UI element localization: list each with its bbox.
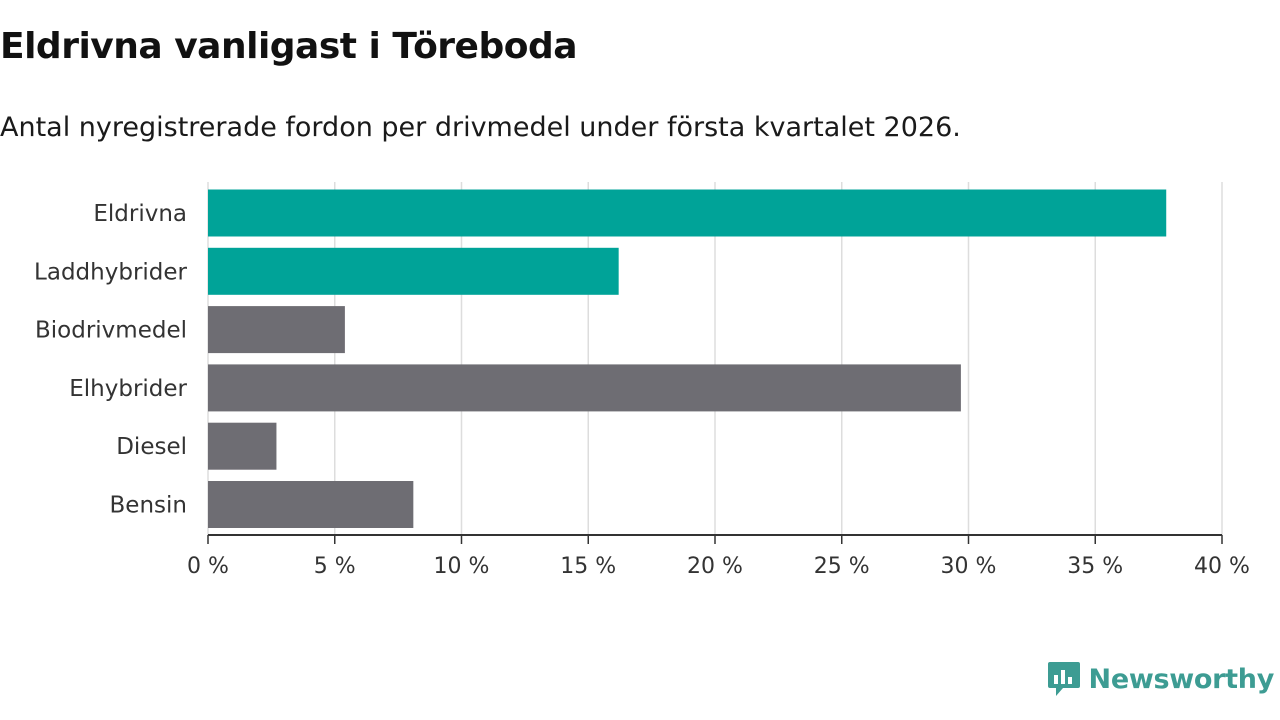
x-tick-label: 25 % xyxy=(814,554,870,579)
chart-title: Eldrivna vanligast i Töreboda xyxy=(0,26,578,67)
grid-layer xyxy=(207,182,1223,535)
bar-chart-speech-bubble-icon xyxy=(1047,662,1080,696)
axis-layer: 0 % 5 % 10 % 15 % 20 % 25 % 30 % 35 % 40 % Eldriv… xyxy=(34,201,1250,579)
x-tick-label: 30 % xyxy=(941,554,997,579)
x-tick-label: 0 % xyxy=(187,554,229,579)
category-label: Diesel xyxy=(116,434,187,460)
x-tick-label: 40 % xyxy=(1194,554,1250,579)
newsworthy-logo: Newsworthy xyxy=(1047,660,1274,698)
x-tick-label: 10 % xyxy=(434,554,490,579)
category-label: Eldrivna xyxy=(93,201,187,227)
bar-eldrivna xyxy=(208,189,1167,237)
bar-biodrivmedel xyxy=(208,306,345,354)
bar-chart: 0 % 5 % 10 % 15 % 20 % 25 % 30 % 35 % 40 % Eldriv… xyxy=(34,182,1250,579)
bar-laddhybrider xyxy=(208,247,619,295)
bar-diesel xyxy=(208,422,277,470)
bar-layer xyxy=(208,189,1167,528)
bar-bensin xyxy=(208,481,414,528)
brand-name: Newsworthy xyxy=(1088,663,1275,695)
x-tick-label: 5 % xyxy=(314,554,356,579)
bar-elhybrider xyxy=(208,364,961,412)
chart-subtitle: Antal nyregistrerade fordon per drivmede… xyxy=(0,112,961,143)
category-label: Bensin xyxy=(110,493,187,519)
category-label: Biodrivmedel xyxy=(35,318,187,344)
x-tick-label: 35 % xyxy=(1067,554,1123,579)
category-label: Laddhybrider xyxy=(34,259,187,285)
x-tick-label: 15 % xyxy=(560,554,616,579)
x-tick-label: 20 % xyxy=(687,554,743,579)
category-label: Elhybrider xyxy=(69,376,187,402)
